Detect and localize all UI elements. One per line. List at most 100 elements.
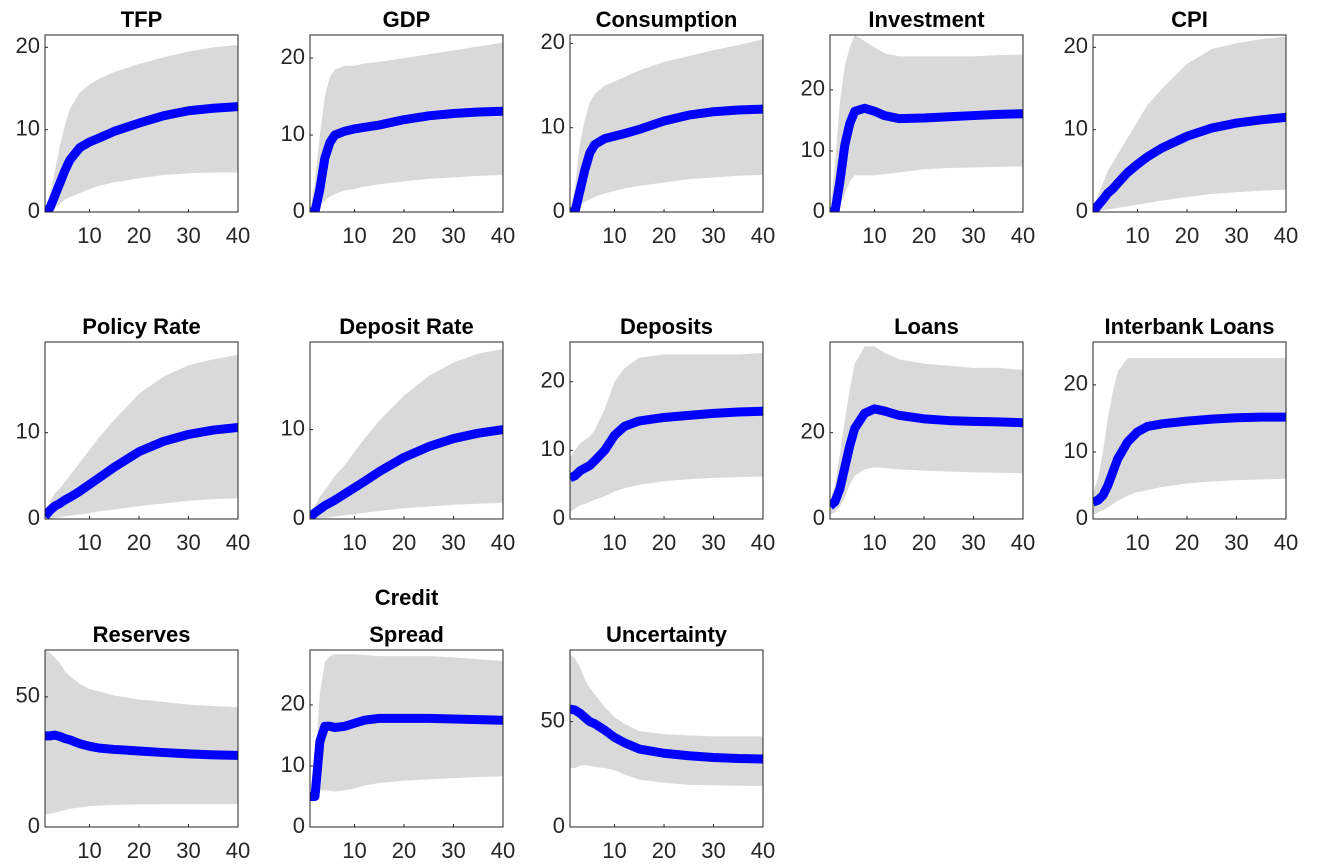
panel-title: Credit	[375, 585, 439, 610]
panel-title: Deposit Rate	[339, 314, 473, 339]
panel: Uncertainty 10 20 30 40 0 50	[541, 622, 776, 863]
x-tick-label: 30	[701, 838, 725, 863]
x-tick-label: 40	[226, 838, 250, 863]
x-tick-label: 30	[961, 223, 985, 248]
plot	[830, 35, 1023, 212]
y-tick-label: 0	[553, 505, 565, 530]
y-tick-label: 20	[281, 691, 305, 716]
x-tick-label: 30	[441, 838, 465, 863]
y-tick-label: 20	[801, 76, 825, 101]
x-tick-label: 30	[176, 223, 200, 248]
confidence-band	[1093, 36, 1286, 212]
x-tick-label: 10	[342, 838, 366, 863]
y-tick-label: 50	[16, 683, 40, 708]
y-tick-label: 0	[293, 813, 305, 838]
x-tick-label: 10	[342, 223, 366, 248]
confidence-band	[570, 352, 763, 513]
axes-box	[309, 34, 504, 213]
y-tick-label: 10	[541, 114, 565, 139]
median-line	[1093, 112, 1286, 212]
panel-title: TFP	[121, 7, 163, 32]
x-tick-label: 20	[127, 223, 151, 248]
axes-box	[569, 341, 764, 520]
axes-box	[309, 341, 504, 520]
plot	[570, 352, 763, 513]
confidence-band	[45, 44, 238, 212]
x-tick-label: 40	[491, 838, 515, 863]
median-line	[830, 404, 1023, 510]
x-tick-label: 30	[1224, 223, 1248, 248]
panel: Policy Rate 10 20 30 40 0 10	[16, 314, 251, 555]
y-tick-label: 0	[293, 505, 305, 530]
x-tick-label: 10	[862, 223, 886, 248]
x-tick-label: 20	[127, 530, 151, 555]
confidence-band	[310, 349, 503, 519]
x-tick-label: 40	[751, 530, 775, 555]
axes-box	[569, 34, 764, 213]
x-tick-label: 20	[652, 530, 676, 555]
panel: Reserves 10 20 30 40 0 50	[16, 622, 251, 863]
y-tick-label: 0	[28, 813, 40, 838]
plot	[570, 39, 763, 212]
y-tick-label: 20	[1064, 33, 1088, 58]
x-tick-label: 10	[77, 838, 101, 863]
x-tick-label: 40	[226, 223, 250, 248]
axes-box	[44, 34, 239, 213]
y-tick-label: 0	[293, 198, 305, 223]
x-tick-label: 30	[441, 530, 465, 555]
y-tick-label: 50	[541, 707, 565, 732]
x-tick-label: 30	[701, 223, 725, 248]
panel-title: Deposits	[620, 314, 713, 339]
x-tick-label: 20	[1175, 223, 1199, 248]
x-tick-label: 40	[1274, 530, 1298, 555]
panel-title: Reserves	[93, 622, 191, 647]
plot	[1093, 36, 1286, 212]
x-tick-label: 40	[491, 530, 515, 555]
y-tick-label: 10	[1064, 438, 1088, 463]
median-line	[45, 102, 238, 212]
confidence-band	[570, 39, 763, 212]
panel: Investment 10 20 30 40 0 10 20	[801, 7, 1036, 248]
confidence-band	[570, 654, 763, 786]
plot	[830, 346, 1023, 515]
x-tick-label: 40	[491, 223, 515, 248]
y-tick-label: 20	[281, 44, 305, 69]
y-tick-label: 0	[813, 198, 825, 223]
y-tick-label: 10	[16, 418, 40, 443]
plot	[570, 654, 763, 786]
median-line	[310, 425, 503, 519]
x-tick-label: 10	[342, 530, 366, 555]
axes-box	[1092, 34, 1287, 213]
y-tick-label: 20	[541, 29, 565, 54]
x-tick-label: 10	[602, 223, 626, 248]
panel-title: GDP	[383, 7, 431, 32]
y-tick-label: 0	[813, 505, 825, 530]
y-tick-label: 10	[281, 415, 305, 440]
y-tick-label: 20	[1064, 371, 1088, 396]
x-tick-label: 40	[751, 223, 775, 248]
x-tick-label: 20	[392, 223, 416, 248]
panel: Consumption 10 20 30 40 0 10 20	[541, 7, 776, 248]
x-tick-label: 10	[77, 223, 101, 248]
median-line	[310, 713, 503, 801]
plot	[45, 354, 238, 519]
panel: CPI 10 20 30 40 0 10 20	[1064, 7, 1299, 248]
x-tick-label: 10	[1125, 223, 1149, 248]
plot	[45, 44, 238, 212]
confidence-band	[830, 346, 1023, 515]
x-tick-label: 40	[751, 838, 775, 863]
confidence-band	[830, 35, 1023, 212]
y-tick-label: 10	[541, 436, 565, 461]
y-tick-label: 10	[281, 752, 305, 777]
x-tick-label: 40	[1011, 530, 1035, 555]
x-tick-label: 20	[652, 223, 676, 248]
x-tick-label: 40	[1011, 223, 1035, 248]
axes-box	[44, 649, 239, 828]
median-line	[45, 730, 238, 760]
panel-title: CPI	[1171, 7, 1208, 32]
panel: GDP 10 20 30 40 0 10 20	[281, 7, 516, 248]
plot	[310, 42, 503, 212]
x-tick-label: 20	[392, 530, 416, 555]
x-tick-label: 40	[226, 530, 250, 555]
x-tick-label: 20	[1175, 530, 1199, 555]
